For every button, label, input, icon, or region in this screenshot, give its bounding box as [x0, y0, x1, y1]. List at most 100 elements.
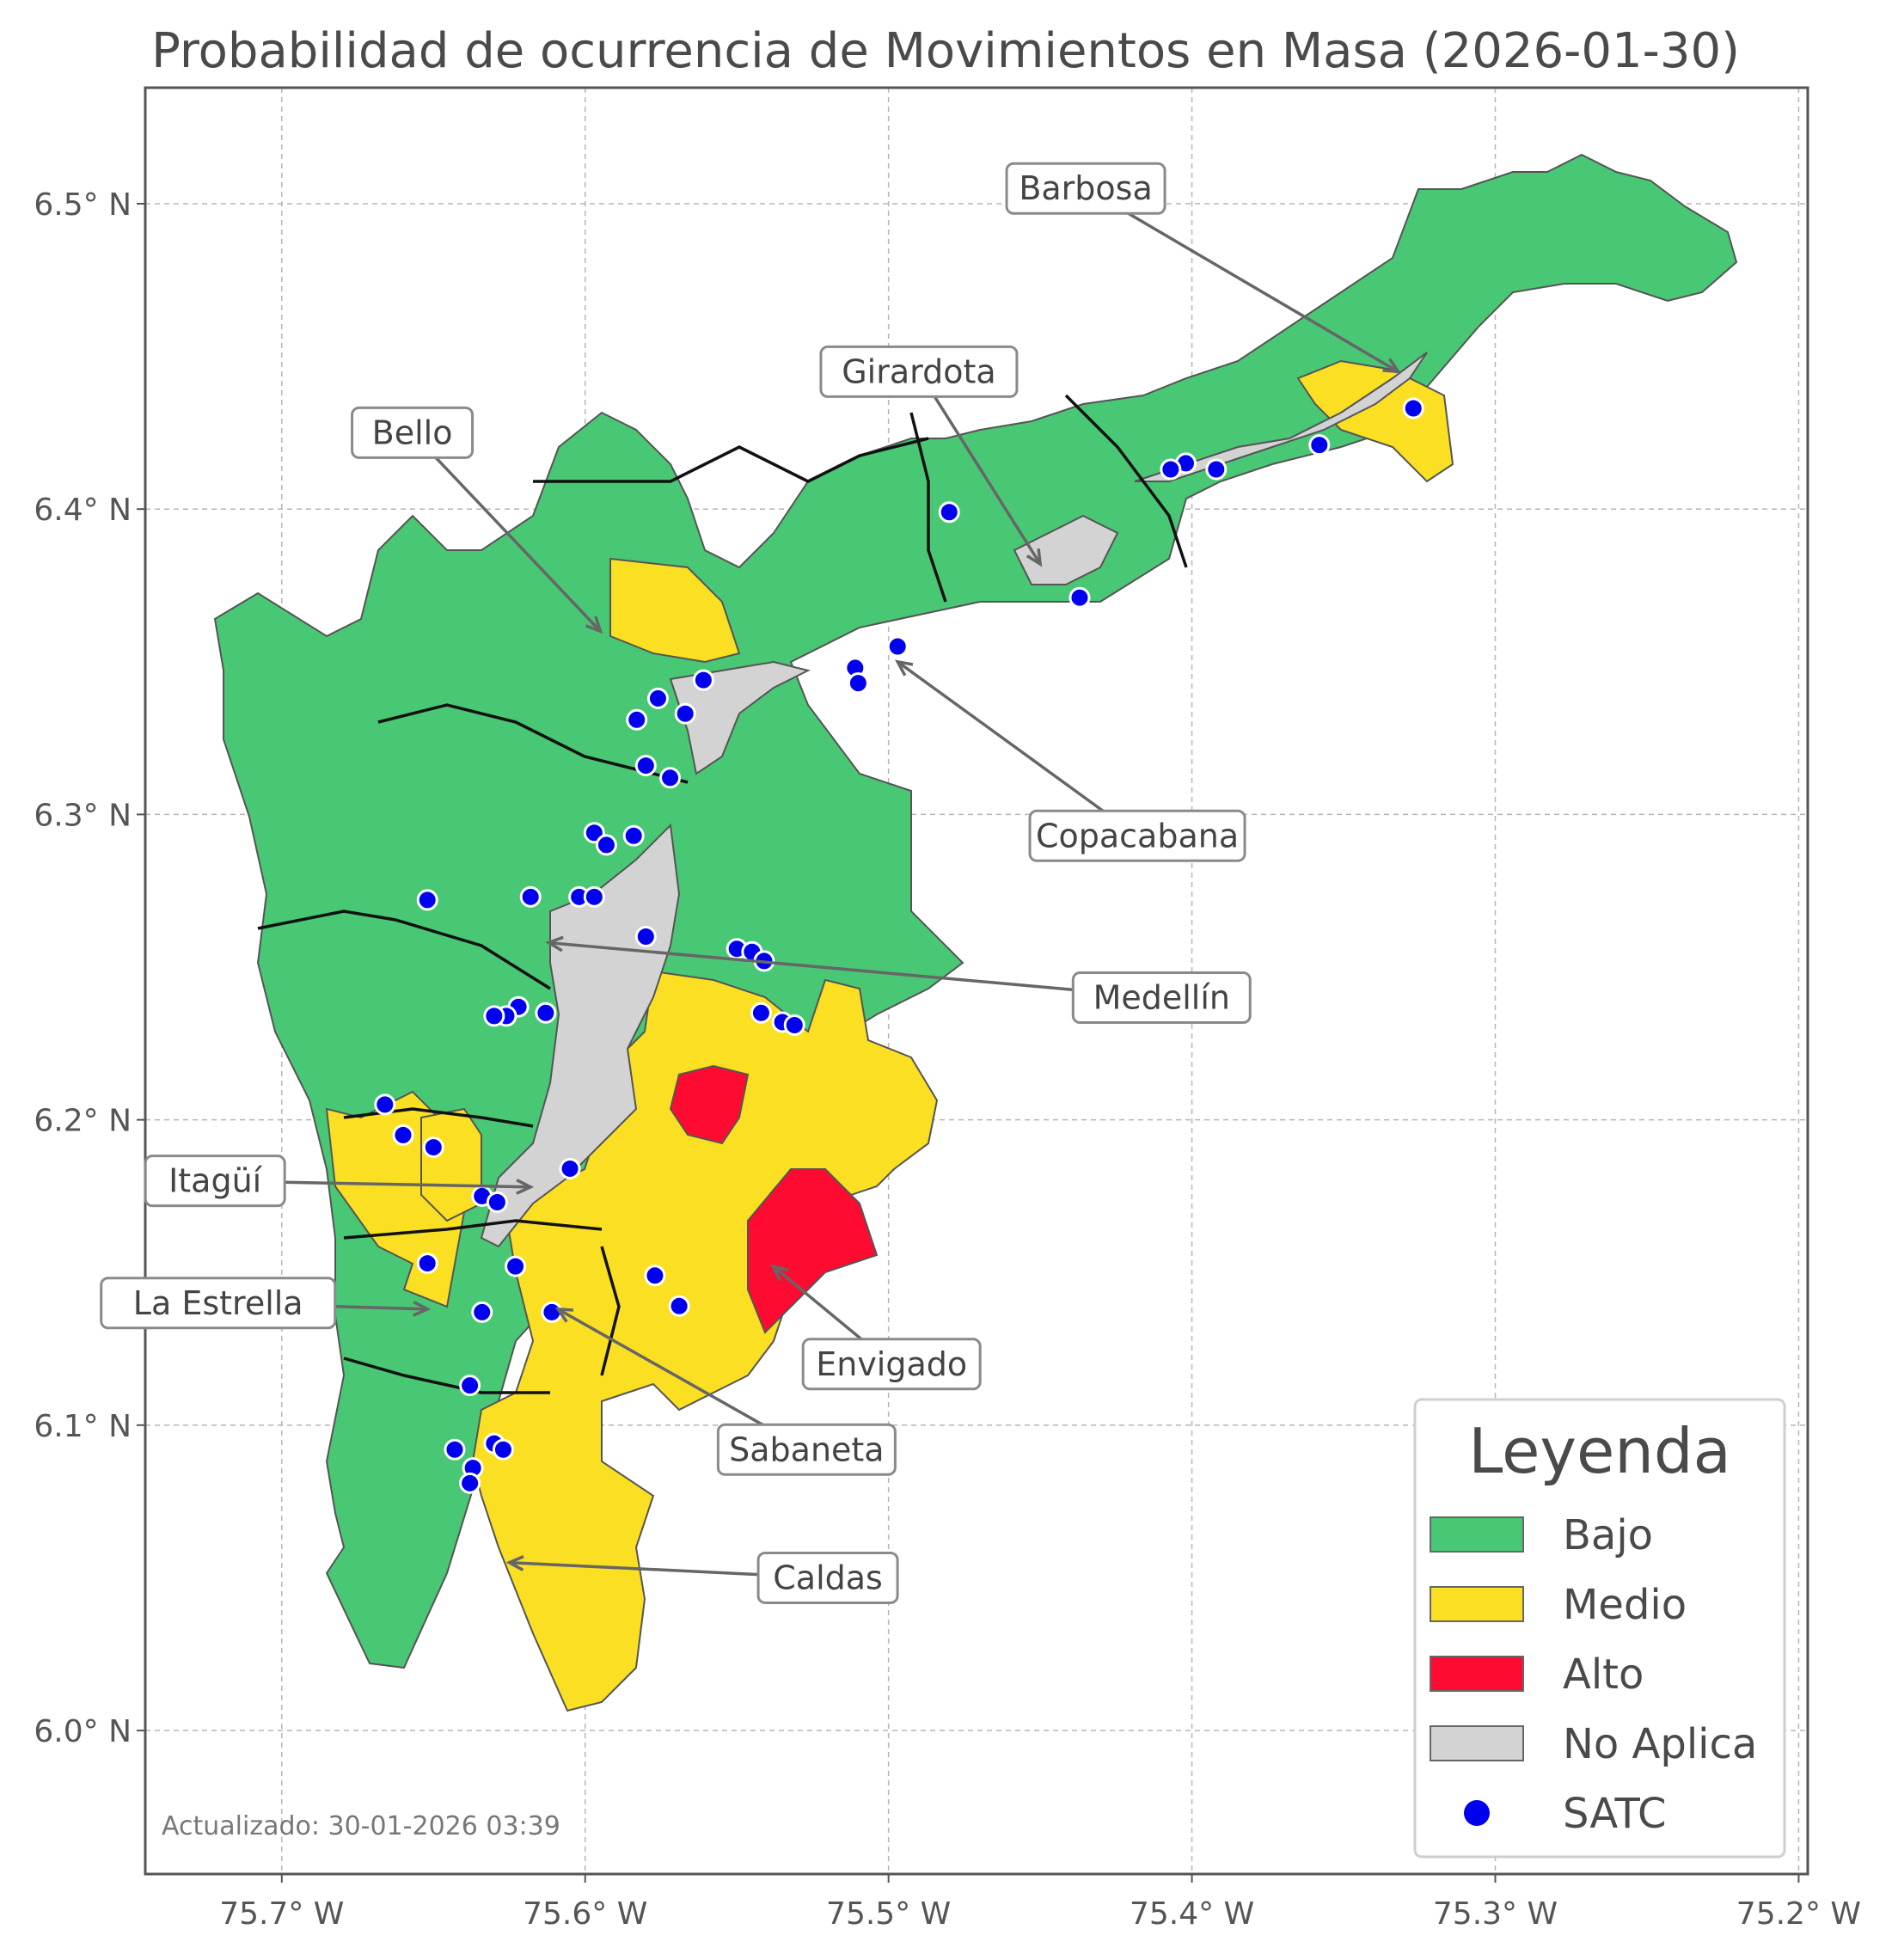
arrow-head — [894, 659, 914, 677]
x-tick-label: 75.4° W — [1130, 1896, 1254, 1932]
region-no-aplica — [1134, 352, 1428, 482]
satc-point — [668, 1295, 690, 1317]
region-medio — [609, 557, 741, 664]
y-tick-label: 6.0° N — [34, 1714, 132, 1749]
region-alto — [669, 1064, 750, 1145]
satc-point — [674, 702, 696, 725]
satc-point — [492, 1438, 514, 1461]
municipality-label: Copacabana — [1036, 817, 1239, 854]
x-tick-label: 75.7° W — [219, 1896, 344, 1932]
satc-point — [444, 1438, 466, 1461]
legend-title: Leyenda — [1468, 1415, 1731, 1487]
callout-envigado: Envigado — [770, 1264, 982, 1391]
x-tick-label: 75.5° W — [826, 1896, 951, 1932]
satc-point — [1308, 434, 1331, 456]
legend: Leyenda Bajo Medio Alto No Aplica SATC — [1413, 1398, 1786, 1859]
callout-copacabana: Copacabana — [894, 659, 1246, 862]
map-title: Probabilidad de ocurrencia de Movimiento… — [151, 23, 1740, 79]
legend-point — [1464, 1800, 1490, 1826]
callout-medell-n: Medellín — [545, 935, 1252, 1025]
satc-point — [422, 1136, 444, 1159]
satc-point — [659, 767, 682, 789]
satc-point — [416, 889, 438, 911]
callout-box — [756, 1551, 899, 1604]
satc-point — [471, 1301, 493, 1323]
satc-point — [847, 672, 869, 695]
callout-barbosa: Barbosa — [1005, 162, 1402, 374]
arrow-head — [585, 616, 603, 634]
satc-point — [1160, 458, 1182, 481]
arrow-head — [505, 1555, 524, 1571]
region-bajo — [213, 153, 1738, 1669]
legend-item-alto: Alto — [1430, 1651, 1644, 1699]
arrow-head — [1382, 358, 1402, 374]
callout-box — [351, 406, 475, 459]
callout-arrow — [899, 662, 1139, 837]
callout-box — [1005, 162, 1166, 215]
y-tick-label: 6.2° N — [34, 1104, 132, 1139]
legend-swatch — [1430, 1586, 1524, 1622]
region-alto — [747, 1168, 879, 1334]
satc-point — [634, 925, 657, 947]
legend-label: SATC — [1563, 1790, 1667, 1838]
municipality-label: Caldas — [773, 1559, 883, 1596]
x-tick-labels: 75.7° W 75.6° W 75.5° W 75.4° W 75.3° W 75.2°… — [219, 1874, 1861, 1932]
satc-point — [1068, 586, 1091, 609]
satc-point — [416, 1253, 438, 1275]
municipality-label: Envigado — [816, 1345, 967, 1383]
satc-point — [486, 1191, 508, 1214]
satc-point — [505, 1255, 527, 1277]
municipality-boundaries — [257, 394, 1188, 1394]
callout-box — [819, 345, 1019, 398]
callout-box — [144, 1155, 286, 1208]
satc-point — [886, 635, 909, 658]
legend-swatch — [1430, 1656, 1524, 1692]
satc-point — [692, 669, 714, 691]
municipality-label: Bello — [372, 413, 453, 451]
callout-girardota: Girardota — [819, 345, 1043, 567]
y-tick-labels: 6.5° N 6.4° N 6.3° N 6.2° N 6.1° N 6.0° N — [34, 187, 145, 1749]
legend-swatch — [1430, 1725, 1524, 1761]
satc-point — [559, 1157, 581, 1179]
callout-bello: Bello — [351, 406, 603, 634]
satc-point — [459, 1472, 481, 1494]
y-tick-label: 6.3° N — [34, 798, 132, 833]
satc-point — [1205, 458, 1228, 481]
callout-itag-: Itagüí — [144, 1155, 535, 1208]
satc-point — [583, 885, 605, 908]
callout-arrow — [1085, 187, 1396, 371]
satc-point — [374, 1093, 396, 1116]
satc-point — [783, 1014, 805, 1037]
satc-point — [595, 834, 617, 856]
legend-item-medio: Medio — [1430, 1581, 1687, 1629]
callout-box — [100, 1277, 337, 1330]
satc-point — [626, 708, 648, 731]
arrow-head — [413, 1301, 432, 1317]
region-medio — [420, 1107, 482, 1222]
satc-point — [644, 1265, 666, 1287]
callout-box — [801, 1338, 982, 1391]
frame — [144, 86, 1809, 1876]
satc-point — [459, 1375, 481, 1397]
arrow-head — [1026, 548, 1043, 567]
legend-swatch — [1430, 1516, 1524, 1553]
municipality-label: La Estrella — [133, 1284, 303, 1322]
callout-la-estrella: La Estrella — [100, 1277, 432, 1330]
x-tick-label: 75.3° W — [1433, 1896, 1558, 1932]
x-tick-label: 75.6° W — [523, 1896, 647, 1932]
arrow-head — [554, 1307, 574, 1323]
legend-label: Medio — [1563, 1581, 1687, 1629]
legend-label: Alto — [1563, 1651, 1644, 1699]
y-tick-label: 6.5° N — [34, 187, 132, 223]
callout-box — [1071, 971, 1252, 1025]
arrow-head — [516, 1179, 535, 1195]
map-regions — [213, 153, 1738, 1712]
satc-point — [938, 501, 960, 524]
municipality-label: Sabaneta — [729, 1430, 884, 1468]
satc-points — [374, 397, 1424, 1494]
satc-point — [750, 1001, 772, 1024]
callout-arrow — [411, 432, 599, 630]
legend-label: Bajo — [1563, 1511, 1653, 1559]
municipality-label: Girardota — [842, 352, 995, 390]
